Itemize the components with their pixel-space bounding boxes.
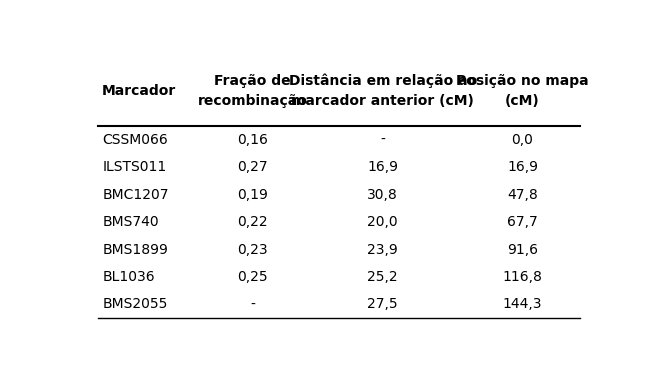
Text: CSSM066: CSSM066 [102, 133, 168, 147]
Text: Posição no mapa
(cM): Posição no mapa (cM) [456, 74, 589, 108]
Text: BMS2055: BMS2055 [102, 297, 167, 312]
Text: 47,8: 47,8 [507, 188, 538, 202]
Text: BMC1207: BMC1207 [102, 188, 169, 202]
Text: BL1036: BL1036 [102, 270, 155, 284]
Text: Distância em relação ao
marcador anterior (cM): Distância em relação ao marcador anterio… [289, 74, 477, 108]
Text: 0,25: 0,25 [237, 270, 268, 284]
Text: 0,19: 0,19 [237, 188, 268, 202]
Text: ILSTS011: ILSTS011 [102, 160, 167, 174]
Text: 25,2: 25,2 [367, 270, 398, 284]
Text: 23,9: 23,9 [367, 243, 398, 257]
Text: 20,0: 20,0 [367, 215, 398, 229]
Text: -: - [250, 297, 255, 312]
Text: Marcador: Marcador [102, 84, 177, 98]
Text: 16,9: 16,9 [507, 160, 538, 174]
Text: 30,8: 30,8 [367, 188, 398, 202]
Text: Fração de
recombinação: Fração de recombinação [197, 74, 307, 108]
Text: BMS740: BMS740 [102, 215, 159, 229]
Text: 16,9: 16,9 [367, 160, 398, 174]
Text: BMS1899: BMS1899 [102, 243, 168, 257]
Text: 0,22: 0,22 [237, 215, 268, 229]
Text: 116,8: 116,8 [502, 270, 542, 284]
Text: 67,7: 67,7 [507, 215, 538, 229]
Text: 0,0: 0,0 [512, 133, 534, 147]
Text: 27,5: 27,5 [367, 297, 398, 312]
Text: 0,27: 0,27 [237, 160, 268, 174]
Text: 144,3: 144,3 [502, 297, 542, 312]
Text: 0,16: 0,16 [237, 133, 268, 147]
Text: 91,6: 91,6 [507, 243, 538, 257]
Text: 0,23: 0,23 [237, 243, 268, 257]
Text: -: - [380, 133, 385, 147]
